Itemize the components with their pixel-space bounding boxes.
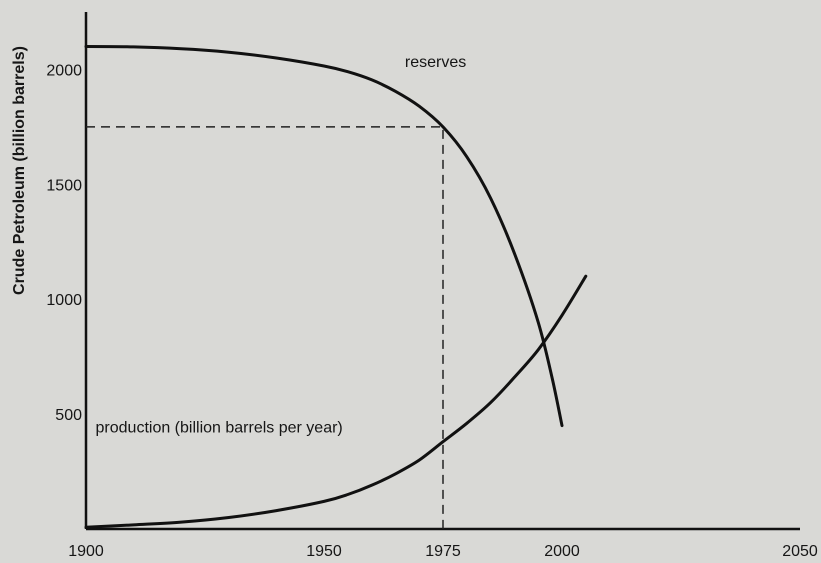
y-tick-label: 2000 [46, 62, 82, 79]
y-tick-label: 1500 [46, 177, 82, 194]
x-tick-label: 1950 [306, 543, 342, 560]
reserves-line [84, 45, 564, 428]
x-tick-label: 1975 [425, 543, 461, 560]
x-tick-label: 1900 [68, 543, 104, 560]
y-tick-labels: 500 1000 1500 2000 [46, 62, 82, 424]
x-tick-label: 2000 [544, 543, 580, 560]
x-tick-labels: 1900 1950 1975 2000 2050 [68, 543, 818, 560]
y-tick-label: 500 [55, 407, 82, 424]
x-tick-label: 2050 [782, 543, 818, 560]
series-layer [84, 45, 588, 529]
y-axis-label: Crude Petroleum (billion barrels) [11, 46, 28, 295]
chart-annotations: reserves production (billion barrels per … [96, 54, 467, 436]
y-tick-label: 1000 [46, 292, 82, 309]
production-line [84, 274, 588, 529]
reserves-annotation: reserves [405, 54, 466, 71]
production-annotation: production (billion barrels per year) [96, 419, 343, 436]
